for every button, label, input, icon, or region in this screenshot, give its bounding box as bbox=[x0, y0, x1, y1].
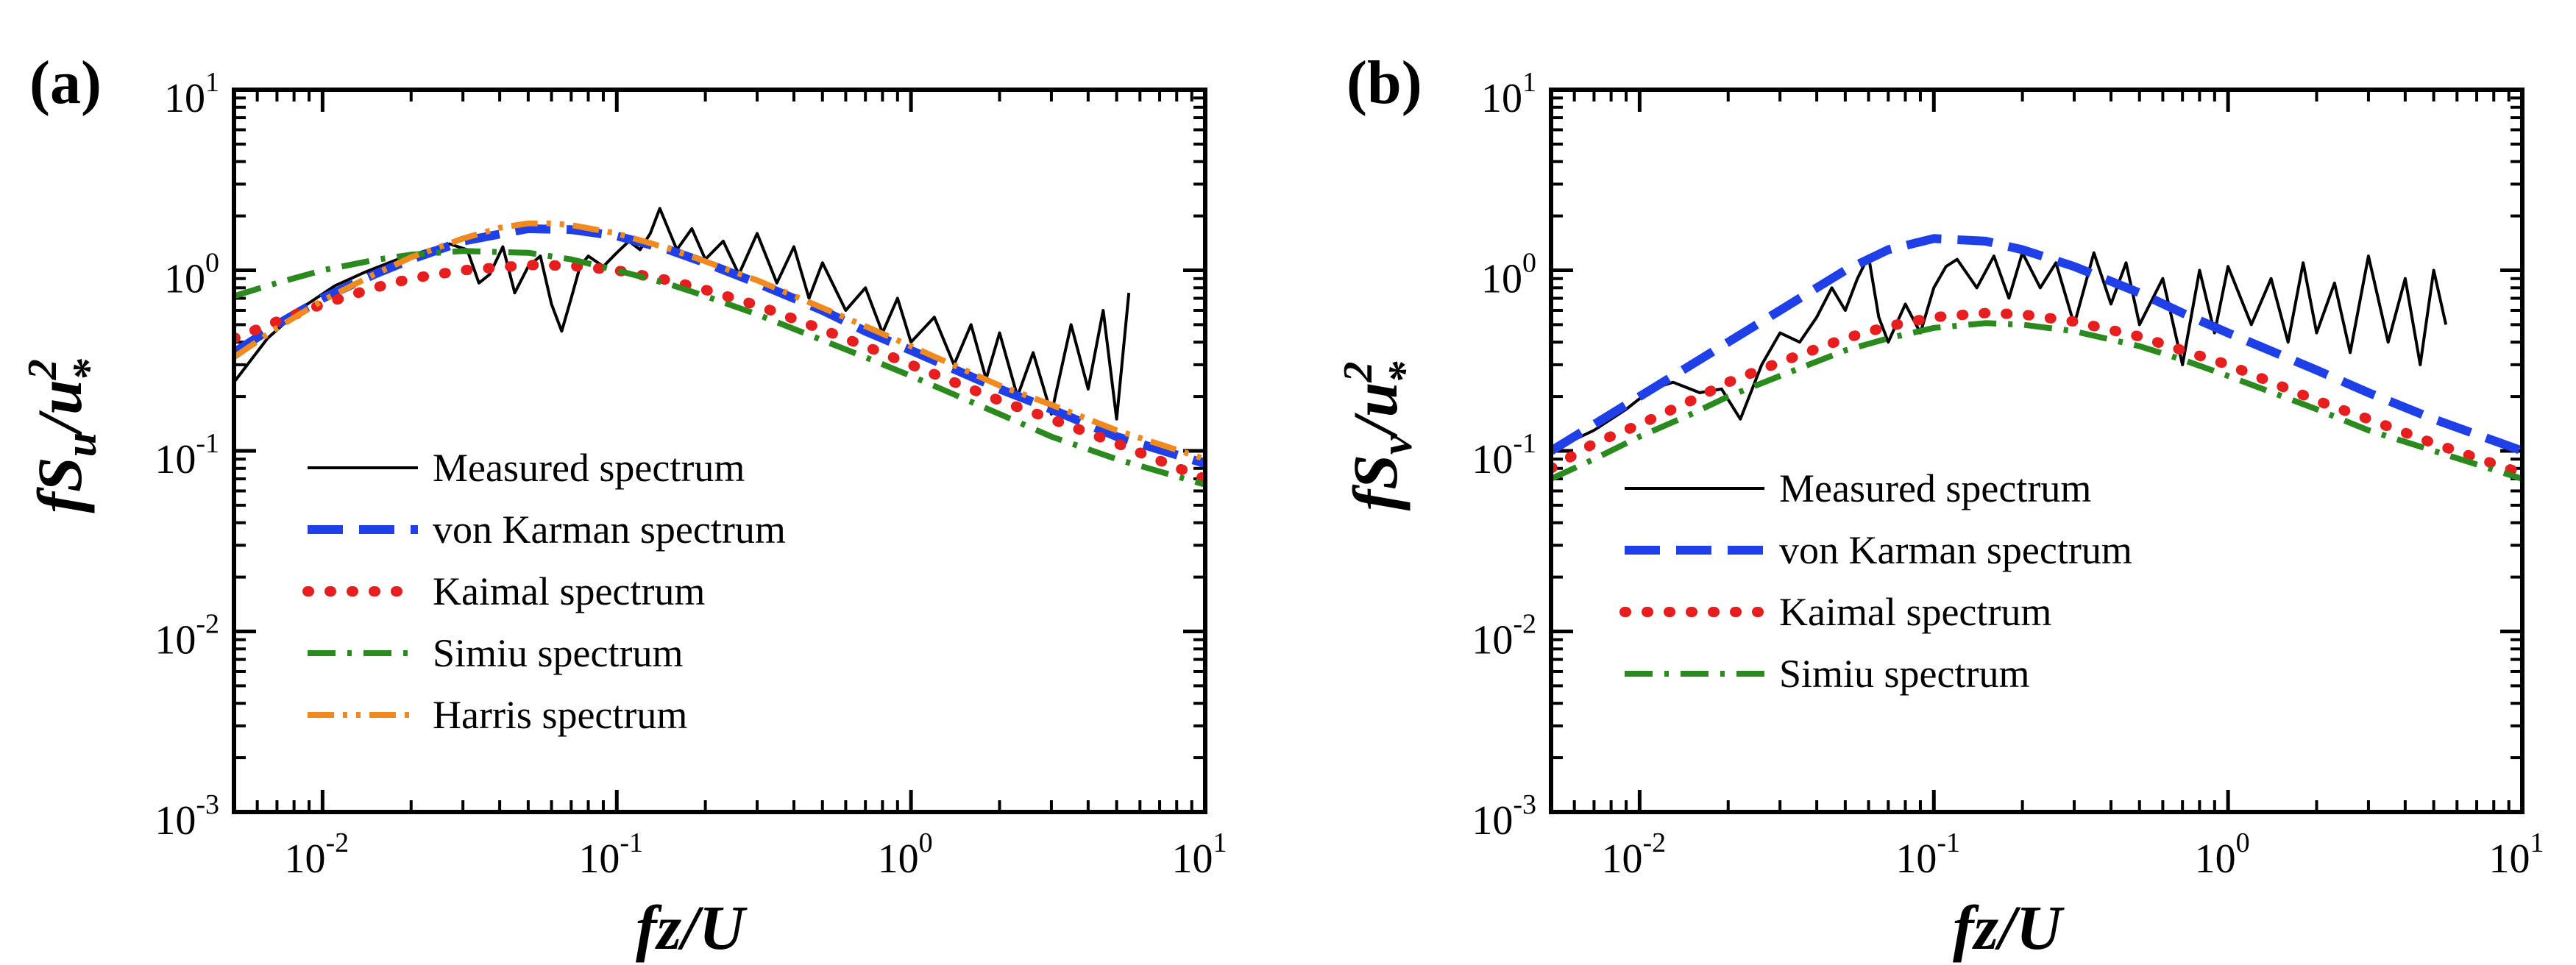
legend-label: von Karman spectrum bbox=[1779, 528, 2132, 572]
y-tick-label: 10-3 bbox=[155, 789, 219, 844]
x-axis-title: fz/U bbox=[1953, 892, 2065, 963]
y-tick-label: 10-2 bbox=[1472, 609, 1536, 663]
x-tick-label: 100 bbox=[2195, 827, 2250, 882]
legend-label: Simiu spectrum bbox=[1779, 652, 2029, 696]
legend: Measured spectrum von Karman spectrum Kaim… bbox=[302, 446, 786, 737]
series-line-simiu-spectrum bbox=[1551, 320, 2522, 482]
legend-label: Measured spectrum bbox=[433, 446, 745, 490]
y-axis-title: fSu/u2* bbox=[20, 358, 113, 513]
x-axis-title: fz/U bbox=[636, 892, 748, 963]
series-line-von-karman-spectrum bbox=[234, 224, 1205, 469]
legend-label: Kaimal spectrum bbox=[433, 569, 705, 613]
y-tick-label: 100 bbox=[164, 248, 219, 302]
y-tick-label: 10-3 bbox=[1472, 789, 1536, 844]
y-tick-label: 10-1 bbox=[1472, 428, 1536, 482]
y-tick-label: 101 bbox=[1481, 67, 1536, 121]
axis-ticks bbox=[1550, 88, 2524, 814]
panel-label: (b) bbox=[1346, 49, 1422, 117]
plot-frame bbox=[232, 88, 1207, 814]
chart-panel-a: 10-2 10-1 100 101 101 100 10-1 10-2 10-3 fz/U fSu/… bbox=[20, 49, 1227, 963]
x-tick-label: 101 bbox=[2489, 827, 2544, 882]
series-line-measured-spectrum bbox=[234, 207, 1131, 421]
plot-frame bbox=[1549, 88, 2524, 814]
x-tick-label: 101 bbox=[1172, 827, 1227, 882]
series-line-von-karman-spectrum bbox=[1551, 234, 2522, 455]
legend-label: Harris spectrum bbox=[433, 693, 687, 737]
y-tick-label: 10-1 bbox=[155, 428, 219, 482]
legend-label: Measured spectrum bbox=[1779, 466, 2091, 510]
x-tick-label: 10-1 bbox=[1895, 827, 1960, 882]
y-tick-label: 101 bbox=[164, 67, 219, 121]
y-tick-label: 10-2 bbox=[155, 609, 219, 663]
legend-label: Simiu spectrum bbox=[433, 631, 683, 675]
legend-label: von Karman spectrum bbox=[433, 508, 786, 552]
x-tick-label: 10-1 bbox=[578, 827, 643, 882]
legend-label: Kaimal spectrum bbox=[1779, 590, 2051, 634]
chart-panel-b: 10-2 10-1 100 101 101 100 10-1 10-2 10-3 fz/U fSv/… bbox=[1335, 49, 2544, 963]
y-axis-title: fSv/u2* bbox=[1335, 361, 1428, 511]
y-tick-label: 100 bbox=[1481, 248, 1536, 302]
series-line-simiu-spectrum bbox=[234, 248, 1205, 488]
series-line-kaimal-spectrum bbox=[234, 260, 1205, 484]
x-tick-label: 10-2 bbox=[285, 827, 350, 882]
series-line-measured-spectrum bbox=[1551, 251, 2448, 452]
panel-label: (a) bbox=[29, 49, 102, 117]
series-line-kaimal-spectrum bbox=[1551, 307, 2522, 479]
legend: Measured spectrum von Karman spectrum Kaim… bbox=[1619, 466, 2132, 696]
x-tick-label: 100 bbox=[878, 827, 933, 882]
x-tick-label: 10-2 bbox=[1602, 827, 1667, 882]
